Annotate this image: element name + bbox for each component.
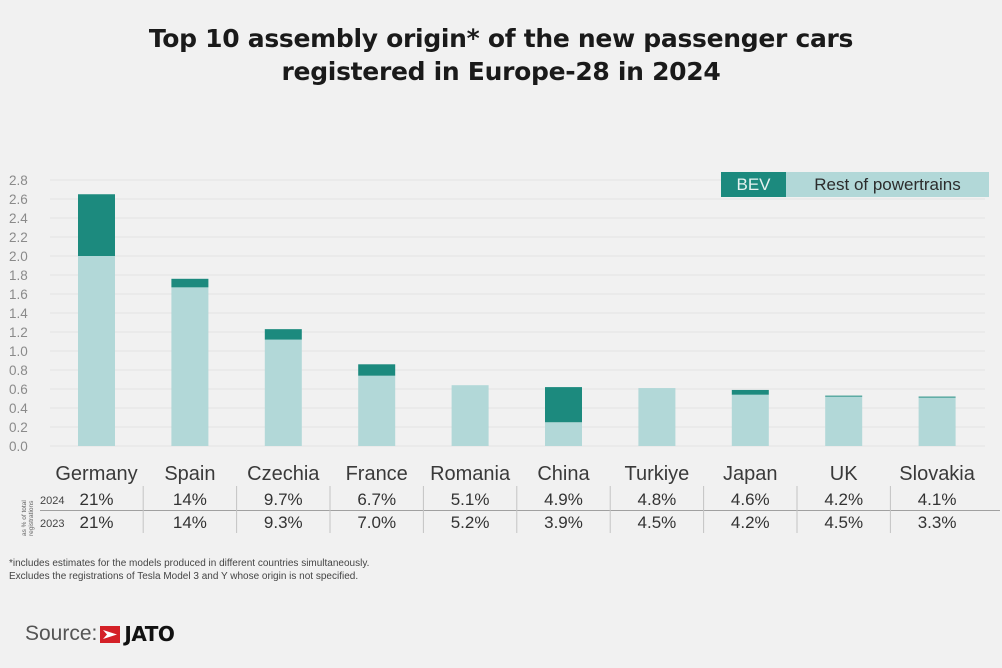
y-tick-label: 1.4	[9, 306, 28, 321]
bar-bev-germany	[78, 194, 115, 256]
bar-bev-uk	[825, 395, 863, 397]
y-tick-label: 2.0	[9, 249, 28, 264]
bar-bev-china	[545, 387, 582, 423]
table-year-label: 2023	[40, 518, 64, 530]
bar-bev-czechia	[264, 329, 302, 340]
table-cell: 9.3%	[264, 513, 303, 532]
table-cell: 3.9%	[544, 513, 583, 532]
x-category-label: Czechia	[247, 463, 320, 485]
y-tick-label: 2.2	[9, 230, 28, 245]
x-category-label: Germany	[55, 463, 137, 485]
table-cell: 5.1%	[451, 490, 490, 509]
y-tick-label: 2.8	[9, 173, 28, 188]
x-category-label: Turkiye	[624, 463, 689, 485]
table-cell: 3.3%	[918, 513, 957, 532]
table-cell: 4.1%	[918, 490, 957, 509]
table-year-label: 2024	[40, 495, 64, 507]
jato-logo-icon	[100, 625, 121, 643]
footnote-line-2: Excludes the registrations of Tesla Mode…	[9, 571, 359, 582]
y-tick-label: 2.6	[9, 192, 28, 207]
bar-bev-france	[358, 364, 396, 376]
bar-rest-japan	[731, 394, 769, 446]
source: Source: JATO	[25, 622, 175, 646]
table-cell: 14%	[173, 490, 207, 509]
table-cell: 4.6%	[731, 490, 770, 509]
footnote: *includes estimates for the models produ…	[9, 557, 369, 583]
x-category-label: China	[537, 463, 590, 485]
table-cell: 4.2%	[731, 513, 770, 532]
bars	[78, 194, 956, 446]
bar-rest-china	[545, 422, 582, 446]
x-category-label: Spain	[164, 463, 215, 485]
side-label-line-1: as % of total	[21, 500, 28, 536]
bar-rest-slovakia	[918, 397, 956, 446]
table-cell: 9.7%	[264, 490, 303, 509]
table-cell: 14%	[173, 513, 207, 532]
source-brand: JATO	[124, 622, 175, 646]
share-table: 2024 21% 14% 9.7% 6.7% 5.1% 4.9% 4.8% 4.6% 4.2% 4.…	[21, 486, 1000, 536]
y-tick-label: 1.8	[9, 268, 28, 283]
table-side-label: as % of total registrations	[21, 500, 35, 536]
table-cell: 6.7%	[357, 490, 396, 509]
y-tick-label: 2.4	[9, 211, 28, 226]
y-tick-label: 0.2	[9, 420, 28, 435]
x-category-label: Japan	[723, 463, 778, 485]
x-category-label: Slovakia	[899, 463, 975, 485]
table-cell: 4.5%	[638, 513, 677, 532]
bar-rest-romania	[451, 385, 489, 446]
footnote-line-1: *includes estimates for the models produ…	[9, 558, 370, 569]
y-axis-ticks: 0.0 0.2 0.4 0.6 0.8 1.0 1.2 1.4 1.6 1.8 2.0 2.2 2.4 2…	[9, 173, 28, 454]
y-tick-label: 1.0	[9, 344, 28, 359]
title-line-1: Top 10 assembly origin* of the new passe…	[148, 24, 854, 53]
table-cell: 5.2%	[451, 513, 490, 532]
bar-bev-japan	[731, 389, 769, 395]
x-axis-categories: Germany Spain Czechia France Romania China Tur…	[55, 463, 975, 485]
bar-bev-slovakia	[918, 396, 956, 398]
y-tick-label: 0.0	[9, 439, 28, 454]
bar-rest-germany	[78, 256, 115, 446]
bar-rest-spain	[171, 287, 209, 446]
x-category-label: UK	[830, 463, 858, 485]
x-category-label: France	[346, 463, 408, 485]
table-cell: 4.8%	[638, 490, 677, 509]
legend-rest: Rest of powertrains	[786, 172, 989, 197]
x-category-label: Romania	[430, 463, 511, 485]
bar-rest-czechia	[264, 339, 302, 446]
y-tick-label: 0.6	[9, 382, 28, 397]
y-tick-label: 1.2	[9, 325, 28, 340]
table-cell: 7.0%	[357, 513, 396, 532]
table-cell: 4.2%	[824, 490, 863, 509]
y-tick-label: 0.8	[9, 363, 28, 378]
bar-rest-france	[358, 375, 396, 446]
bar-rest-uk	[825, 396, 863, 446]
side-label-line-2: registrations	[28, 500, 35, 536]
bar-bev-spain	[171, 278, 209, 288]
table-cell: 21%	[79, 490, 113, 509]
title-line-2: registered in Europe-28 in 2024	[281, 57, 721, 86]
source-label: Source:	[25, 622, 98, 645]
legend-bev: BEV	[721, 172, 786, 197]
legend: BEV Rest of powertrains	[721, 172, 989, 197]
y-tick-label: 0.4	[9, 401, 28, 416]
chart-title: Top 10 assembly origin* of the new passe…	[0, 22, 1002, 88]
table-cell: 4.5%	[824, 513, 863, 532]
bar-rest-turkiye	[638, 388, 676, 446]
table-cell: 21%	[79, 513, 113, 532]
y-tick-label: 1.6	[9, 287, 28, 302]
table-cell: 4.9%	[544, 490, 583, 509]
